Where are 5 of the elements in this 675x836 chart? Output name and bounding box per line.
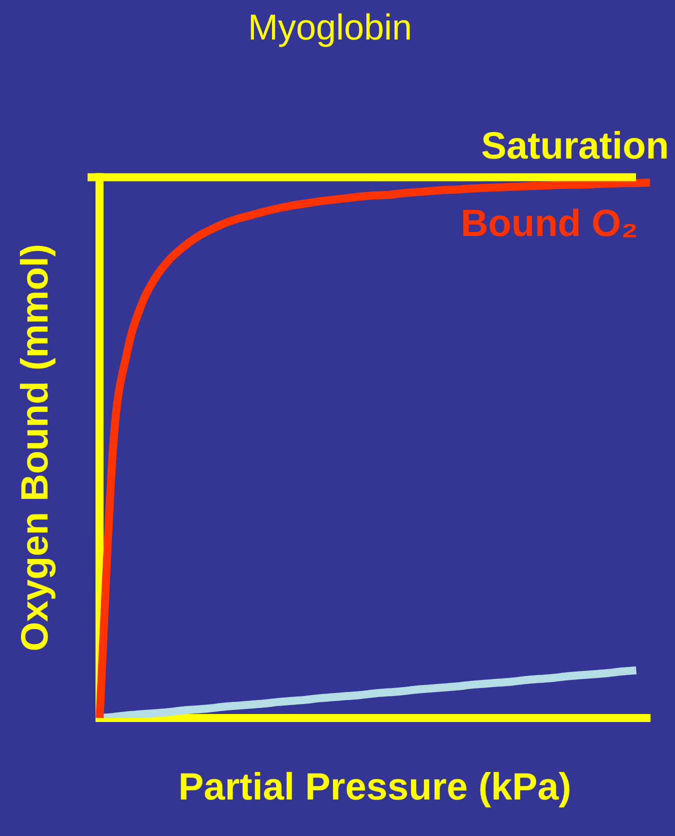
- series-label: Bound O₂: [460, 203, 638, 246]
- ref-line-label: Saturation: [481, 126, 669, 168]
- y-axis-title: Oxygen Bound (mmol): [14, 244, 56, 652]
- x-axis-title: Partial Pressure (kPa): [178, 766, 572, 809]
- chart-title: Myoglobin: [248, 6, 412, 48]
